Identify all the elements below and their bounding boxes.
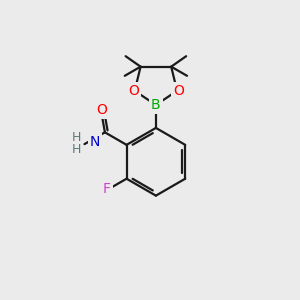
Text: O: O: [96, 103, 106, 117]
Text: B: B: [151, 98, 161, 112]
Text: N: N: [90, 135, 100, 149]
Text: H: H: [72, 131, 81, 144]
Text: O: O: [173, 84, 184, 98]
Text: O: O: [128, 84, 139, 98]
Text: F: F: [103, 182, 111, 196]
Text: H: H: [72, 143, 81, 156]
